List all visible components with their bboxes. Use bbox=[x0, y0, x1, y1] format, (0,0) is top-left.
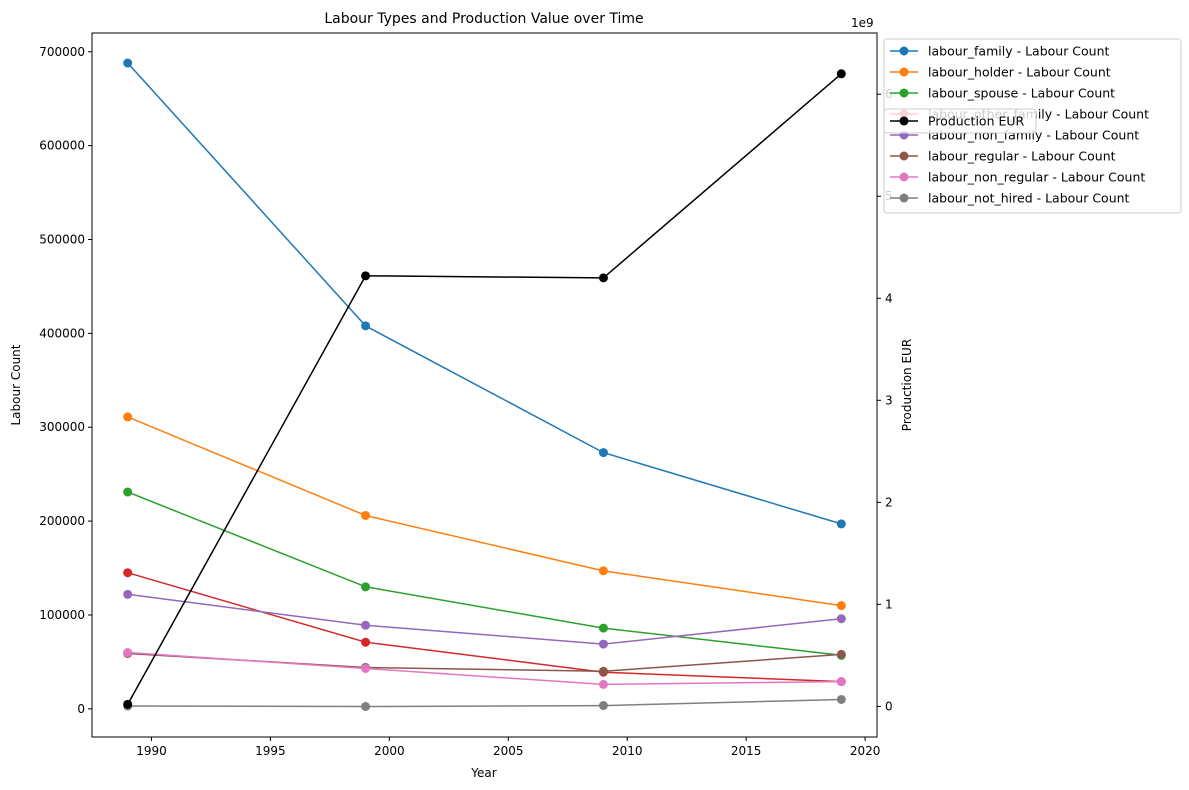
plot-frame bbox=[91, 32, 878, 738]
data-point-labour-not-hired bbox=[836, 694, 846, 704]
series-lines bbox=[127, 62, 842, 708]
legend-entry-label: labour_holder - Labour Count bbox=[928, 65, 1111, 80]
y-axis-left-label: Labour Count bbox=[9, 344, 23, 425]
legend-swatch-marker bbox=[899, 67, 909, 77]
x-axis-label: Year bbox=[470, 766, 496, 780]
data-point-labour-non-family bbox=[123, 589, 133, 599]
legend-entry-label: labour_regular - Labour Count bbox=[928, 149, 1116, 164]
data-point-labour-non-regular bbox=[598, 679, 608, 689]
data-point-labour-regular bbox=[598, 666, 608, 676]
legend-swatch-marker bbox=[899, 46, 909, 56]
data-point-production-eur bbox=[123, 699, 133, 709]
legend-entry-label: labour_family - Labour Count bbox=[928, 44, 1110, 59]
legend-swatch-marker bbox=[899, 88, 909, 98]
series-line-labour-other-family bbox=[127, 571, 842, 683]
production-legend: Production EUR bbox=[883, 108, 1037, 134]
y-left-tick-label: 500000 bbox=[39, 233, 85, 247]
series-line-labour-not-hired bbox=[127, 698, 842, 708]
x-tick-label: 2000 bbox=[374, 744, 405, 758]
data-point-labour-non-family bbox=[836, 614, 846, 624]
series-line-labour-non-regular bbox=[127, 651, 842, 686]
data-point-labour-not-hired bbox=[361, 701, 371, 711]
x-tick-label: 2010 bbox=[612, 744, 643, 758]
data-point-labour-other-family bbox=[123, 568, 133, 578]
data-point-labour-family bbox=[361, 321, 371, 331]
series-line-production-eur bbox=[127, 73, 842, 705]
data-point-labour-non-regular bbox=[123, 648, 133, 658]
legend-swatch-marker bbox=[899, 193, 909, 203]
legend-entry-label: labour_spouse - Labour Count bbox=[928, 86, 1115, 101]
data-point-labour-spouse bbox=[598, 623, 608, 633]
x-tick-label: 2005 bbox=[493, 744, 524, 758]
data-point-labour-holder bbox=[123, 412, 133, 422]
y-left-tick-label: 700000 bbox=[39, 45, 85, 59]
y-left-tick-label: 600000 bbox=[39, 139, 85, 153]
y-left-tick-label: 300000 bbox=[39, 420, 85, 434]
production-legend-swatch-marker bbox=[899, 116, 909, 126]
y-left-tick-label: 200000 bbox=[39, 514, 85, 528]
data-point-labour-non-regular bbox=[361, 663, 371, 673]
data-point-labour-family bbox=[123, 58, 133, 68]
data-point-labour-spouse bbox=[361, 582, 371, 592]
plot-area bbox=[91, 32, 878, 738]
data-point-production-eur bbox=[361, 271, 371, 281]
data-point-labour-spouse bbox=[123, 487, 133, 497]
data-point-production-eur bbox=[836, 69, 846, 79]
series-line-labour-family bbox=[127, 62, 842, 525]
y-right-tick-label: 2 bbox=[885, 495, 893, 509]
series-points bbox=[123, 58, 846, 711]
x-tick-label: 2015 bbox=[731, 744, 762, 758]
series-line-labour-holder bbox=[127, 416, 842, 607]
y-right-tick-label: 4 bbox=[885, 291, 893, 305]
data-point-labour-holder bbox=[598, 566, 608, 576]
y-axis-right-label: Production EUR bbox=[900, 339, 914, 431]
series-line-labour-spouse bbox=[127, 491, 842, 657]
y-left-tick-label: 0 bbox=[77, 702, 85, 716]
data-point-labour-non-family bbox=[598, 639, 608, 649]
data-point-labour-holder bbox=[836, 601, 846, 611]
data-point-labour-non-regular bbox=[836, 677, 846, 687]
series-line-labour-regular bbox=[127, 652, 842, 673]
production-legend-box bbox=[883, 108, 1037, 134]
y-axis-left: 0 100000 200000 300000 400000 500000 600000 700… bbox=[39, 45, 92, 716]
y-axis-right-offset-label: 1e9 bbox=[851, 16, 874, 30]
y-right-tick-label: 0 bbox=[885, 699, 893, 713]
data-point-labour-family bbox=[598, 448, 608, 458]
production-legend-label: Production EUR bbox=[928, 114, 1025, 129]
y-left-tick-label: 400000 bbox=[39, 326, 85, 340]
y-right-tick-label: 3 bbox=[885, 393, 893, 407]
legend-swatch-marker bbox=[899, 151, 909, 161]
data-point-labour-not-hired bbox=[598, 701, 608, 711]
data-point-labour-regular bbox=[836, 649, 846, 659]
data-point-labour-family bbox=[836, 519, 846, 529]
x-tick-label: 1995 bbox=[255, 744, 286, 758]
y-left-tick-label: 100000 bbox=[39, 608, 85, 622]
legend-entry-label: labour_non_regular - Labour Count bbox=[928, 170, 1145, 185]
data-point-labour-holder bbox=[361, 510, 371, 520]
series-line-labour-non-family bbox=[127, 593, 842, 645]
x-tick-label: 2020 bbox=[850, 744, 881, 758]
data-point-labour-non-family bbox=[361, 620, 371, 630]
x-axis: 1990 1995 2000 2005 2010 2015 2020 bbox=[136, 737, 880, 758]
data-point-production-eur bbox=[598, 273, 608, 283]
y-right-tick-label: 1 bbox=[885, 597, 893, 611]
data-point-labour-other-family bbox=[361, 637, 371, 647]
x-tick-label: 1990 bbox=[136, 744, 167, 758]
legend-swatch-marker bbox=[899, 172, 909, 182]
chart-title: Labour Types and Production Value over T… bbox=[324, 11, 643, 27]
legend-entry-label: labour_not_hired - Labour Count bbox=[928, 191, 1130, 206]
